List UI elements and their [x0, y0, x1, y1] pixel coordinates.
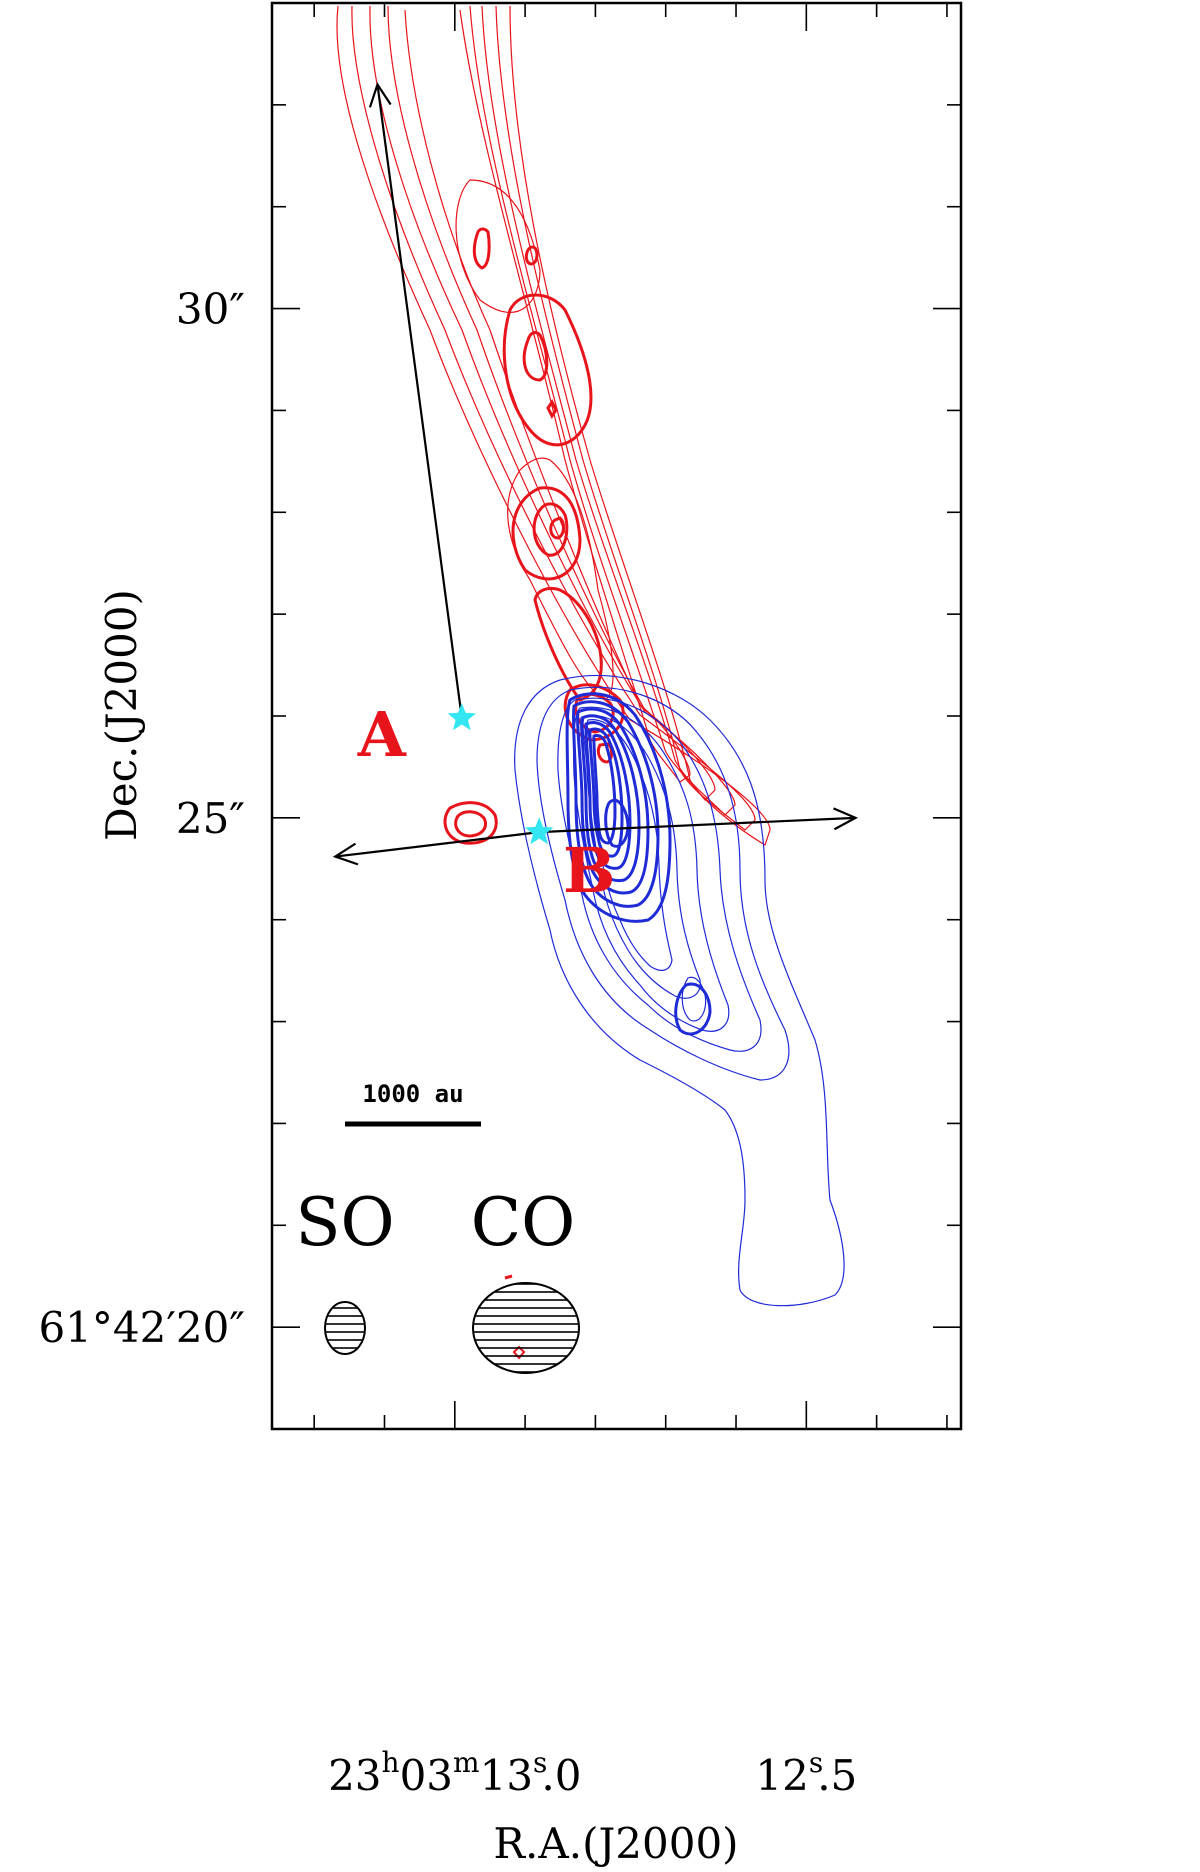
- red-contour-14: [532, 502, 569, 557]
- scale-bar-label: 1000 au: [362, 1080, 463, 1108]
- red-contour-13: [511, 486, 582, 581]
- red-contour-20: [443, 801, 498, 845]
- x-axis-label: R.A.(J2000): [493, 1819, 738, 1868]
- blue-contour-12: [584, 721, 632, 870]
- outflow-arrow-line: [376, 84, 463, 719]
- blueshifted-contours: [514, 674, 845, 1307]
- outflow-arrow-head: [368, 81, 392, 108]
- y-tick-label: 25″: [176, 794, 245, 843]
- co-beam: [472, 1282, 580, 1374]
- outflow-arrow-line: [539, 816, 856, 834]
- blue-contour-16: [674, 982, 712, 1036]
- red-contour-1: [336, 5, 771, 846]
- red-contour-11: [524, 245, 539, 266]
- red-contour-8: [502, 293, 593, 447]
- so-beam: [324, 1301, 366, 1355]
- blue-contour-11: [580, 714, 641, 883]
- x-tick-labels: 23h03m13s.0 12s.5: [328, 1746, 857, 1800]
- source-markers: [447, 703, 554, 845]
- red-contour-12: [546, 399, 558, 419]
- blue-contour-13: [588, 727, 624, 858]
- y-tick-label: 61°42′20″: [38, 1303, 245, 1352]
- blue-contour-10: [576, 707, 650, 895]
- x-tick-label: 12s.5: [755, 1746, 857, 1800]
- blue-contour-3: [557, 697, 762, 1052]
- source-labels: AB: [357, 698, 616, 907]
- outflow-arrow-head: [332, 842, 359, 866]
- outflow-arrow-head: [833, 807, 859, 831]
- y-tick-labels: 30″ 25″ 61°42′20″: [38, 285, 245, 1353]
- blue-contour-1: [514, 674, 845, 1307]
- blue-contour-2: [536, 686, 790, 1081]
- red-contour-10: [472, 227, 491, 270]
- red-contour-16: [533, 586, 603, 702]
- blue-contour-14: [592, 734, 617, 845]
- outflow-arrow-line: [335, 831, 540, 858]
- red-contour-15: [549, 516, 565, 540]
- red-contour-6: [455, 179, 541, 313]
- red-contour-21: [454, 810, 487, 838]
- x-tick-label: 23h03m13s.0: [328, 1746, 581, 1800]
- source-star-b: [524, 817, 554, 845]
- red-contour-3: [369, 5, 736, 816]
- blue-contour-9: [571, 700, 660, 908]
- outflow-arrows: [332, 81, 859, 866]
- beam-label-so: SO: [295, 1184, 394, 1261]
- blue-contour-4: [572, 706, 730, 1032]
- red-contour-9: [522, 331, 549, 382]
- red-contour-5: [404, 9, 691, 783]
- scale-bar: 1000 au: [345, 1080, 481, 1127]
- axis-ticks: [272, 2, 961, 1430]
- source-label-a: A: [357, 698, 407, 771]
- blue-contour-8: [565, 692, 672, 923]
- red-contour-7: [507, 457, 614, 701]
- blue-contour-7: [681, 976, 707, 1022]
- y-tick-label: 30″: [176, 285, 245, 334]
- beam-label-co: CO: [471, 1184, 576, 1261]
- source-label-b: B: [563, 834, 615, 907]
- y-axis-label: Dec.(J2000): [97, 589, 146, 841]
- source-star-a: [447, 703, 477, 731]
- beams: SO CO: [295, 1184, 580, 1374]
- blue-contour-15: [604, 798, 630, 848]
- red-contour-2: [351, 5, 756, 831]
- red-contour-22: [504, 1274, 513, 1280]
